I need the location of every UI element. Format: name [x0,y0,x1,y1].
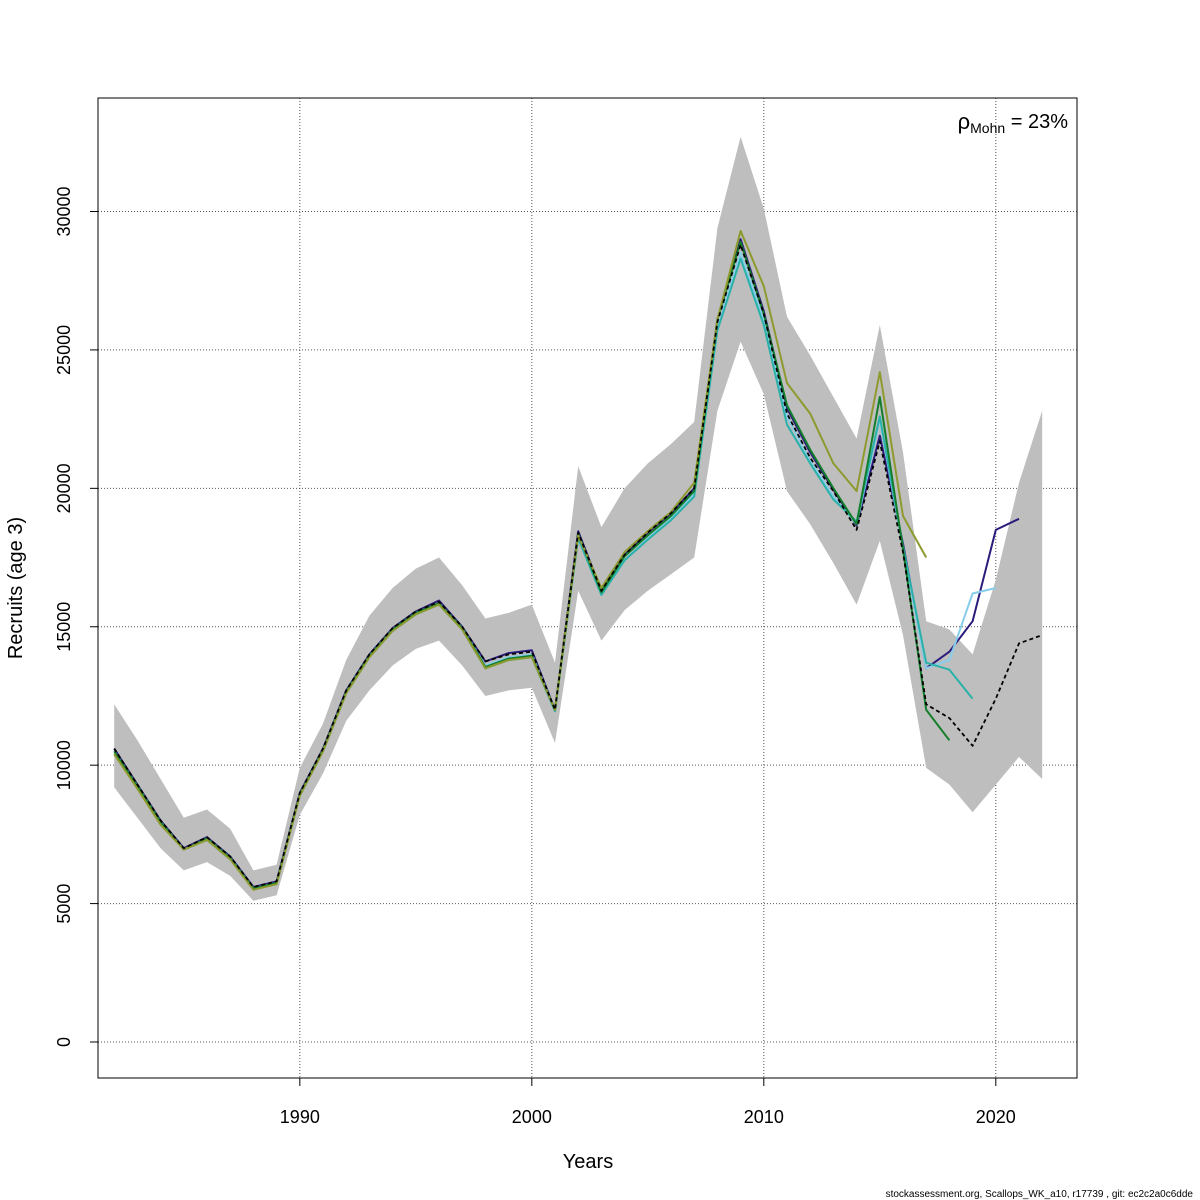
x-tick-label: 2010 [744,1107,784,1127]
mohn-rho-annotation: ρMohn = 23% [958,109,1069,136]
mohn-rho-value: = 23% [1005,111,1068,133]
y-tick-label: 15000 [54,602,74,652]
confidence-band [114,136,1043,901]
x-tick-label: 1990 [280,1107,320,1127]
y-tick-label: 20000 [54,463,74,513]
footer-source: stockassessment.org, Scallops_WK_a10, r1… [886,1189,1194,1200]
y-tick-label: 0 [54,1037,74,1047]
series-line-0 [113,243,1043,888]
mohn-rho-symbol: ρ [958,109,971,134]
y-axis-title: Recruits (age 3) [5,517,27,659]
x-axis-title: Years [563,1151,613,1173]
x-tick-label: 2000 [512,1107,552,1127]
series-line-5 [113,229,928,891]
y-tick-label: 25000 [54,325,74,375]
mohn-rho-subscript: Mohn [970,120,1005,136]
plot-frame [97,97,1078,1079]
x-tick-label: 2020 [976,1107,1016,1127]
confidence-band-layer [114,136,1043,901]
y-tick-label: 5000 [54,884,74,924]
axis-layer: 1990 2000 2010 2020 0 5000 10000 15000 20000 2500… [54,186,1016,1127]
series-layer [113,229,1043,891]
y-tick-label: 10000 [54,740,74,790]
y-tick-label: 30000 [54,186,74,236]
